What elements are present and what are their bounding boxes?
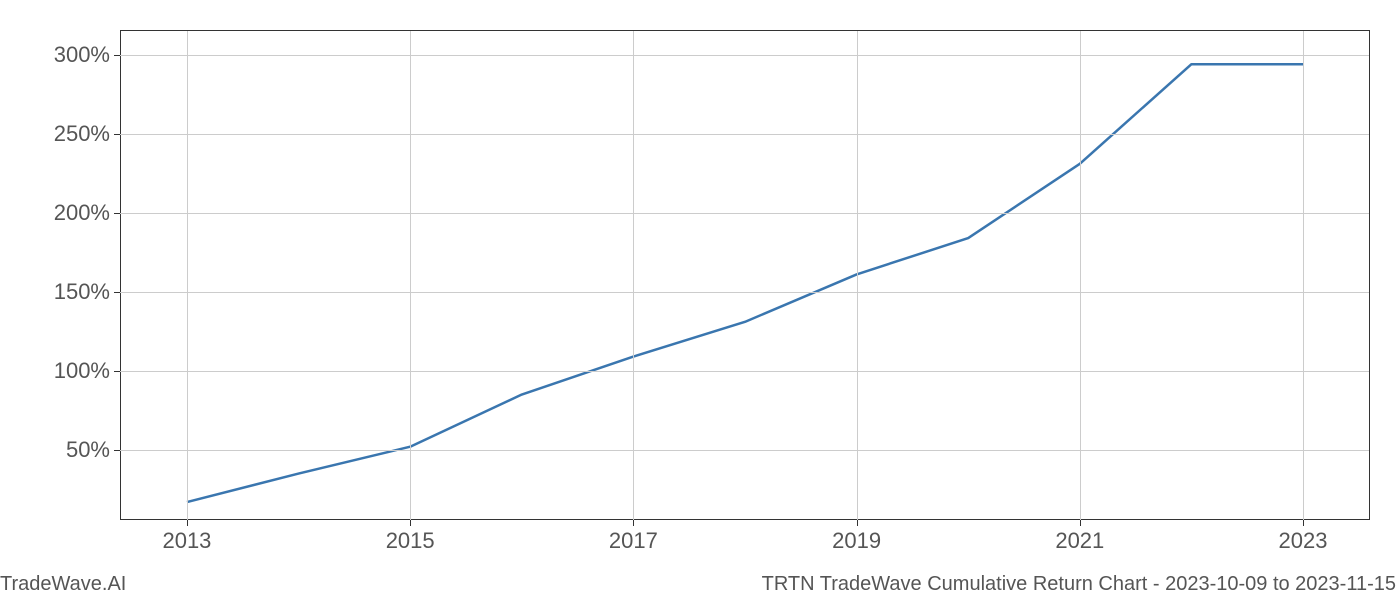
y-tick-label: 250% xyxy=(54,121,120,147)
plot-area: 50%100%150%200%250%300%20132015201720192… xyxy=(120,30,1370,520)
grid-line-horizontal xyxy=(120,134,1369,135)
x-tick-label: 2015 xyxy=(386,520,435,554)
grid-line-horizontal xyxy=(120,213,1369,214)
grid-line-vertical xyxy=(857,31,858,520)
grid-line-horizontal xyxy=(120,292,1369,293)
line-chart-svg xyxy=(120,31,1370,521)
grid-line-horizontal xyxy=(120,55,1369,56)
grid-line-horizontal xyxy=(120,371,1369,372)
chart-container: 50% 100% 150% 200% 250% 300% 2013 2015 2017 2019 2… xyxy=(0,0,1400,600)
grid-line-vertical xyxy=(633,31,634,520)
grid-line-vertical xyxy=(410,31,411,520)
grid-line-horizontal xyxy=(120,450,1369,451)
footer-right-text: TRTN TradeWave Cumulative Return Chart -… xyxy=(762,573,1396,596)
series-cumulative-return xyxy=(187,64,1303,502)
grid-line-vertical xyxy=(1303,31,1304,520)
x-tick-label: 2021 xyxy=(1055,520,1104,554)
x-tick-label: 2019 xyxy=(832,520,881,554)
grid-line-vertical xyxy=(1080,31,1081,520)
y-tick-label: 200% xyxy=(54,200,120,226)
y-tick-label: 150% xyxy=(54,279,120,305)
y-tick-label: 50% xyxy=(66,437,120,463)
grid-line-vertical xyxy=(187,31,188,520)
x-tick-label: 2013 xyxy=(162,520,211,554)
x-tick-label: 2023 xyxy=(1279,520,1328,554)
footer-left-text: TradeWave.AI xyxy=(0,573,126,596)
y-tick-label: 100% xyxy=(54,358,120,384)
y-tick-label: 300% xyxy=(54,42,120,68)
x-tick-label: 2017 xyxy=(609,520,658,554)
